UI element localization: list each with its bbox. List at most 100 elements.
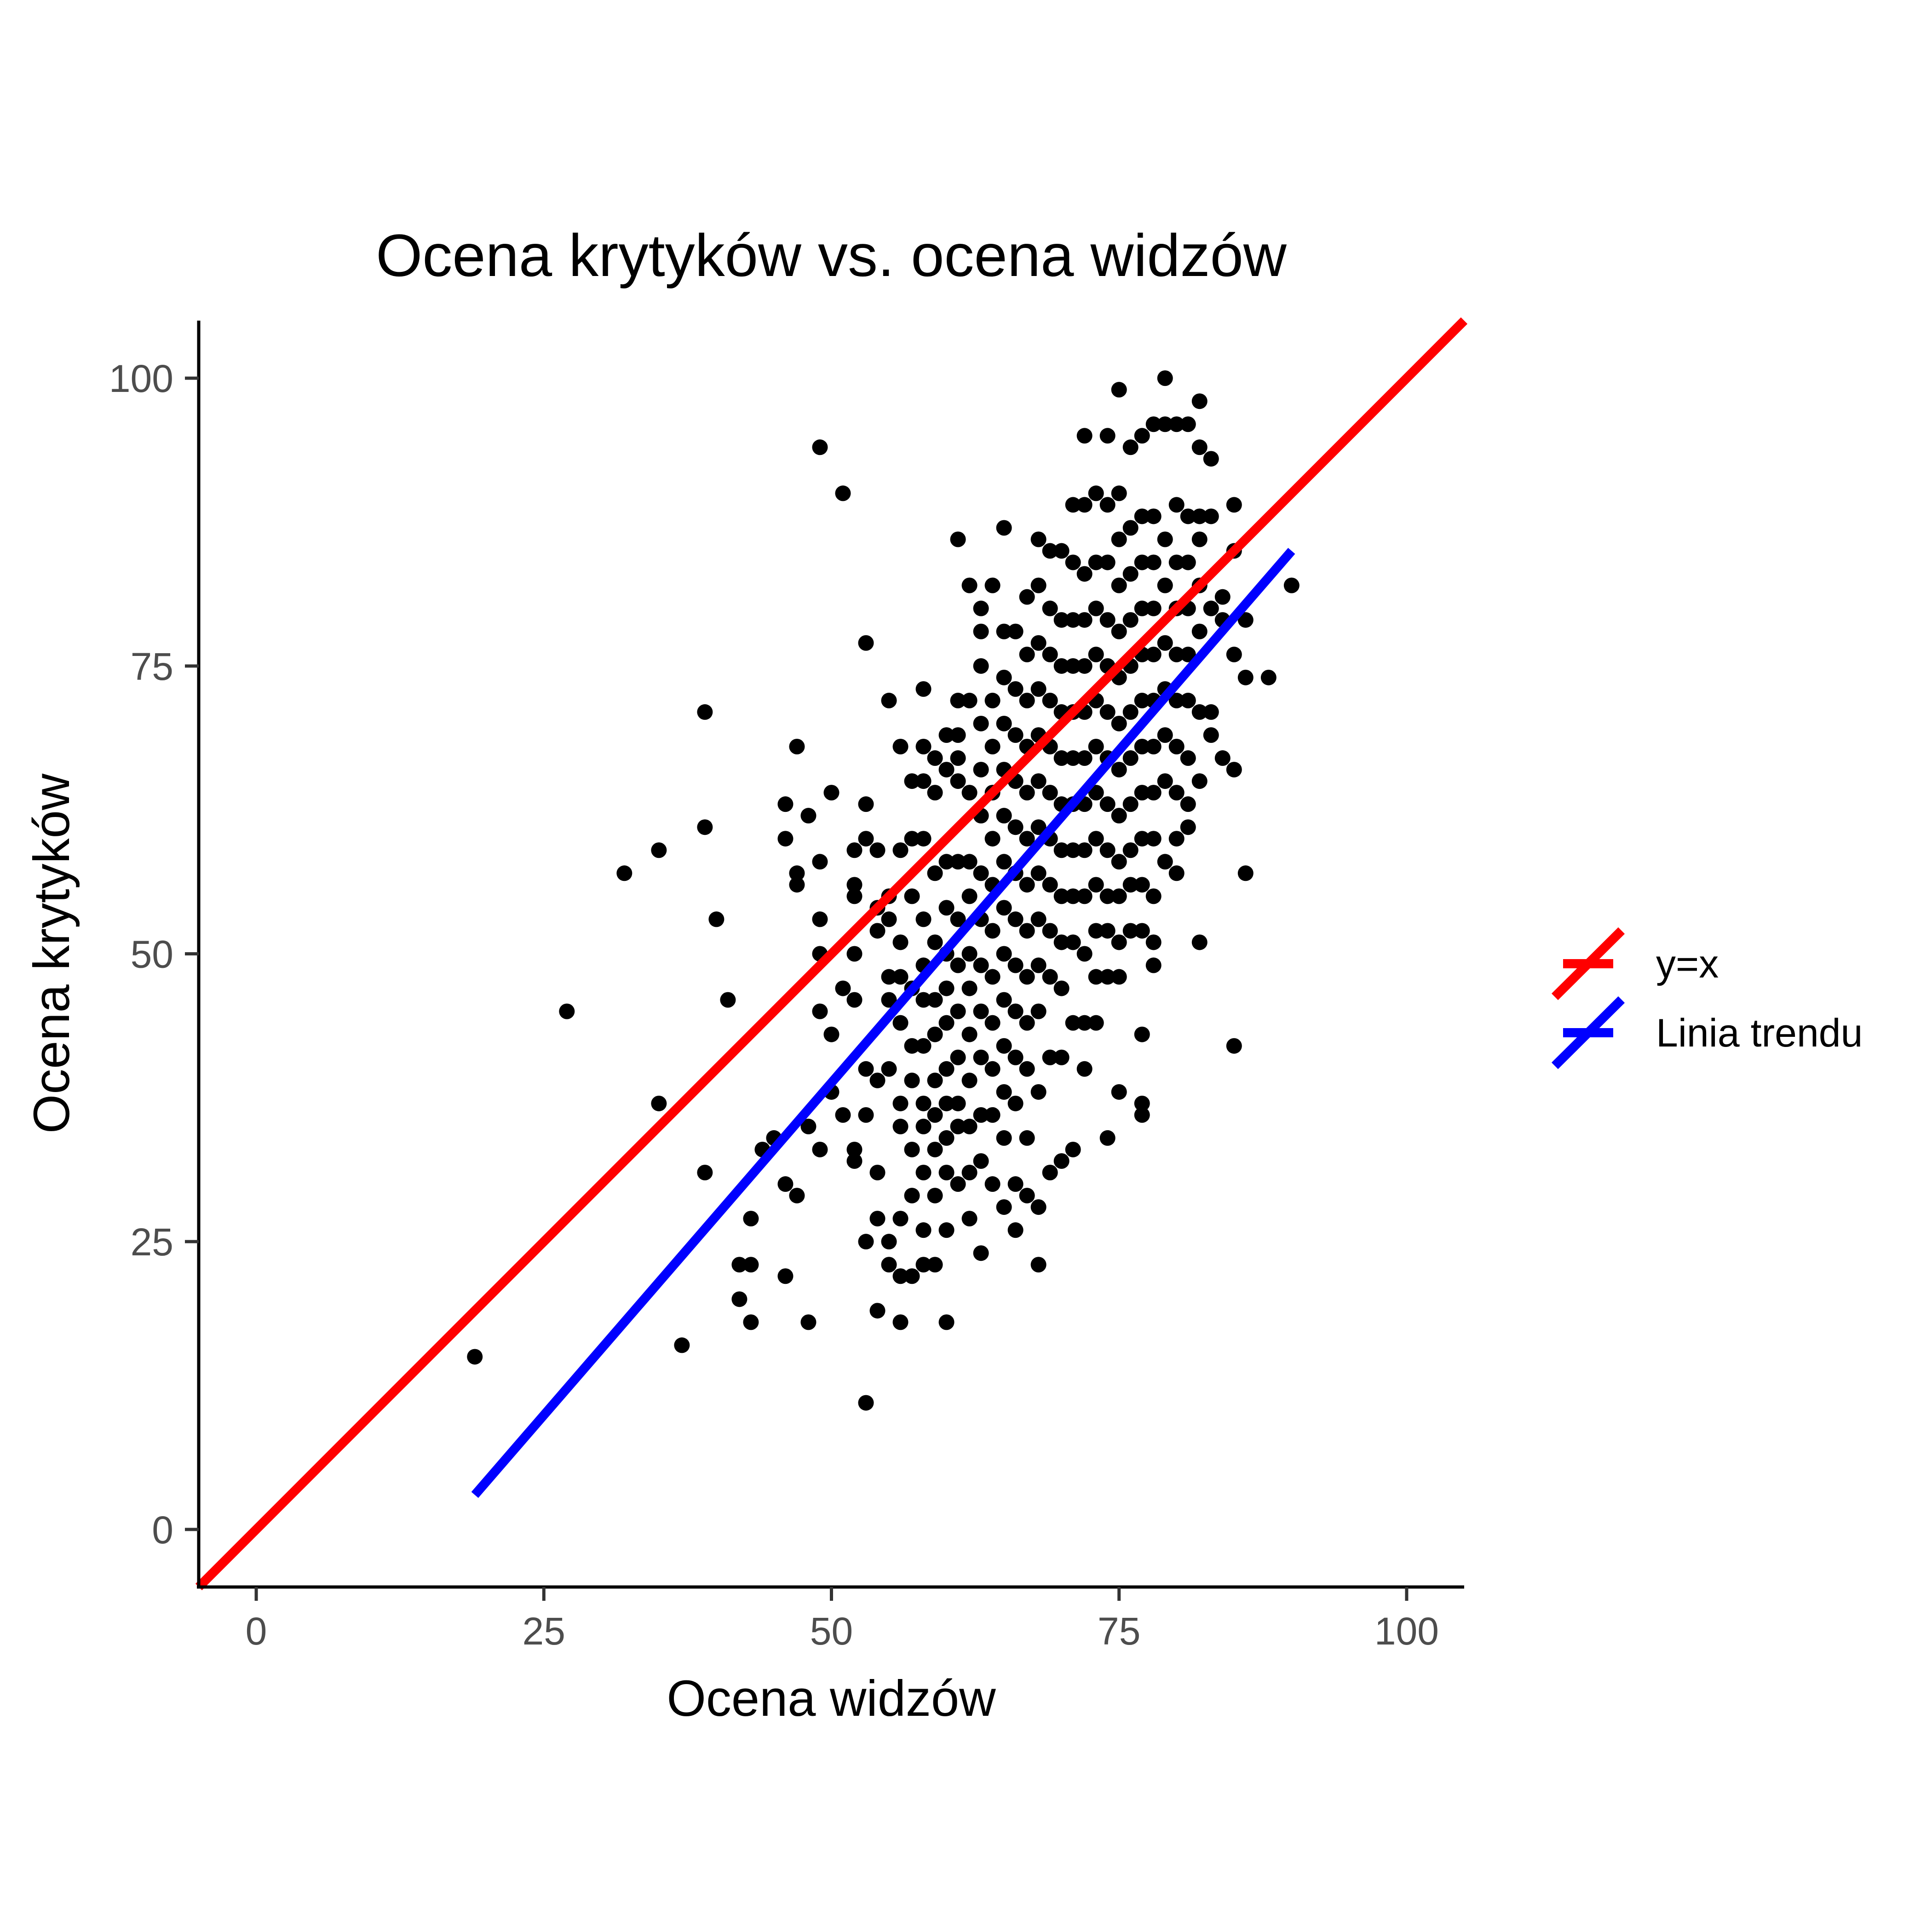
data-point-217 xyxy=(1030,531,1046,547)
data-point-321 xyxy=(1122,566,1138,582)
data-point-147 xyxy=(961,1072,978,1088)
data-point-31 xyxy=(812,911,828,927)
data-point-113 xyxy=(938,727,954,743)
data-point-333 xyxy=(1134,600,1150,616)
data-point-377 xyxy=(1180,554,1196,570)
data-point-406 xyxy=(1237,612,1254,628)
x-tick-label-0: 0 xyxy=(246,1610,267,1653)
data-point-340 xyxy=(1134,923,1150,939)
data-points xyxy=(467,370,1300,1411)
data-point-151 xyxy=(973,600,989,616)
data-point-145 xyxy=(961,980,978,996)
data-point-239 xyxy=(1042,923,1058,939)
data-point-95 xyxy=(915,992,932,1008)
data-point-226 xyxy=(1030,957,1046,973)
data-point-84 xyxy=(904,1038,920,1054)
data-point-93 xyxy=(915,911,932,927)
data-point-195 xyxy=(1007,819,1024,835)
data-point-123 xyxy=(938,1165,954,1181)
data-point-104 xyxy=(927,865,943,881)
data-point-320 xyxy=(1122,520,1138,536)
data-point-224 xyxy=(1030,865,1046,881)
data-point-283 xyxy=(1088,646,1104,662)
data-point-60 xyxy=(869,1211,886,1227)
data-point-309 xyxy=(1111,623,1127,639)
data-point-276 xyxy=(1076,888,1092,904)
data-point-324 xyxy=(1122,704,1138,720)
y-tick-label-1: 25 xyxy=(131,1220,173,1264)
data-point-199 xyxy=(1007,1003,1024,1019)
data-point-308 xyxy=(1111,577,1127,593)
data-point-136 xyxy=(950,1095,966,1111)
x-axis-title: Ocena widzów xyxy=(667,1670,996,1727)
data-point-86 xyxy=(904,1141,920,1157)
data-point-318 xyxy=(1111,1084,1127,1100)
data-point-312 xyxy=(1111,762,1127,778)
data-point-143 xyxy=(961,888,978,904)
data-point-20 xyxy=(777,1176,794,1192)
data-point-0 xyxy=(467,1349,483,1365)
data-point-327 xyxy=(1122,842,1138,858)
data-point-206 xyxy=(1019,692,1035,708)
data-point-43 xyxy=(846,888,862,904)
data-point-260 xyxy=(1065,750,1081,766)
data-point-257 xyxy=(1065,612,1081,628)
data-point-348 xyxy=(1145,646,1162,662)
data-point-131 xyxy=(950,854,966,870)
data-point-286 xyxy=(1088,785,1104,801)
data-point-24 xyxy=(789,877,805,893)
data-point-79 xyxy=(892,1314,908,1330)
data-point-78 xyxy=(892,1268,908,1284)
data-point-53 xyxy=(858,1234,874,1250)
data-point-21 xyxy=(777,1268,794,1284)
data-point-289 xyxy=(1088,923,1104,939)
data-point-400 xyxy=(1214,750,1230,766)
data-point-72 xyxy=(892,934,908,950)
data-point-382 xyxy=(1180,796,1196,812)
data-point-228 xyxy=(1030,1084,1046,1100)
data-point-142 xyxy=(961,854,978,870)
data-point-220 xyxy=(1030,681,1046,697)
data-point-108 xyxy=(927,1072,943,1088)
data-point-262 xyxy=(1065,842,1081,858)
data-point-165 xyxy=(984,577,1000,593)
data-point-370 xyxy=(1168,692,1184,708)
data-point-398 xyxy=(1214,589,1230,605)
data-point-124 xyxy=(938,1222,954,1238)
data-point-148 xyxy=(961,1118,978,1134)
data-point-203 xyxy=(1007,1222,1024,1238)
data-point-3 xyxy=(651,842,667,858)
data-point-208 xyxy=(1019,785,1035,801)
data-point-234 xyxy=(1042,692,1058,708)
data-point-22 xyxy=(789,739,805,755)
y-tick-label-3: 75 xyxy=(131,645,173,688)
data-point-254 xyxy=(1053,1153,1070,1169)
data-point-184 xyxy=(996,900,1012,916)
x-tick-label-3: 75 xyxy=(1098,1610,1140,1653)
data-point-371 xyxy=(1168,739,1184,755)
data-point-7 xyxy=(697,819,713,835)
data-point-211 xyxy=(1019,923,1035,939)
data-point-251 xyxy=(1053,934,1070,950)
y-tick-label-2: 50 xyxy=(131,933,173,976)
data-point-354 xyxy=(1145,934,1162,950)
data-point-139 xyxy=(961,577,978,593)
data-point-137 xyxy=(950,1118,966,1134)
data-point-190 xyxy=(996,1199,1012,1215)
data-point-130 xyxy=(950,773,966,789)
data-point-410 xyxy=(1283,577,1300,593)
data-point-126 xyxy=(950,531,966,547)
data-point-52 xyxy=(858,1107,874,1123)
data-point-173 xyxy=(984,1015,1000,1031)
data-point-54 xyxy=(858,1395,874,1411)
data-point-205 xyxy=(1019,646,1035,662)
data-point-242 xyxy=(1042,1165,1058,1181)
data-point-67 xyxy=(881,1061,897,1077)
chart-title: Ocena krytyków vs. ocena widzów xyxy=(376,222,1287,289)
data-point-122 xyxy=(938,1130,954,1146)
data-point-114 xyxy=(938,762,954,778)
data-point-215 xyxy=(1019,1130,1035,1146)
data-point-42 xyxy=(846,877,862,893)
data-point-103 xyxy=(927,785,943,801)
data-point-322 xyxy=(1122,612,1138,628)
